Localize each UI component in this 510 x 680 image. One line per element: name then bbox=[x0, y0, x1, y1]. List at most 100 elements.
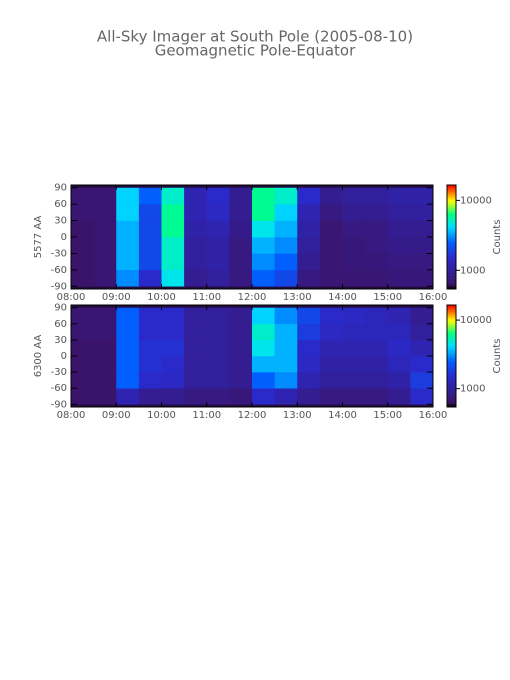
heatmap-cell bbox=[71, 237, 94, 254]
heatmap-cell bbox=[365, 187, 389, 205]
colorbar-segment bbox=[447, 400, 456, 403]
heatmap-cell bbox=[116, 253, 140, 271]
colorbar-segment bbox=[447, 374, 456, 377]
heatmap-cell bbox=[252, 388, 275, 405]
heatmap-cell bbox=[184, 356, 208, 373]
heatmap-cell bbox=[161, 356, 185, 373]
heatmap-cell bbox=[319, 237, 343, 254]
heatmap-cell bbox=[93, 372, 117, 389]
colorbar-segment bbox=[447, 391, 456, 394]
y-tick-label: 30 bbox=[54, 216, 67, 227]
heatmap-cell bbox=[274, 269, 298, 287]
colorbar-segment bbox=[447, 264, 456, 267]
heatmap-cell bbox=[342, 237, 366, 254]
y-tick-label: 60 bbox=[54, 199, 67, 210]
colorbar-segment bbox=[447, 231, 456, 234]
heatmap-cell bbox=[184, 307, 208, 325]
colorbar-segment bbox=[447, 197, 456, 200]
heatmap-cell bbox=[342, 307, 366, 325]
heatmap-cell bbox=[319, 339, 343, 357]
y-tick-label: -60 bbox=[51, 265, 67, 276]
y-tick-label: -90 bbox=[51, 399, 67, 410]
heatmap-cell bbox=[229, 388, 253, 405]
colorbar-segment bbox=[447, 228, 456, 231]
colorbar-segment bbox=[447, 254, 456, 257]
colorbar-segment bbox=[447, 339, 456, 341]
colorbar-segment bbox=[447, 376, 456, 379]
colorbar-segment bbox=[447, 335, 456, 338]
colorbar-segment bbox=[447, 195, 456, 198]
heatmap-cell bbox=[342, 269, 366, 287]
heatmap-cell bbox=[116, 388, 140, 405]
heatmap-cell bbox=[184, 372, 208, 389]
heatmap-cell bbox=[365, 339, 389, 357]
colorbar-segment bbox=[447, 283, 456, 286]
colorbar-segment bbox=[447, 212, 456, 215]
x-tick-label: 10:00 bbox=[147, 410, 176, 421]
colorbar-segment bbox=[447, 287, 456, 290]
heatmap-cell bbox=[93, 323, 117, 341]
heatmap-cell bbox=[410, 372, 434, 389]
heatmap-cell bbox=[365, 220, 389, 238]
colorbar-label: Counts bbox=[492, 339, 503, 374]
heatmap-cell bbox=[138, 269, 162, 287]
heatmap-cell bbox=[319, 356, 343, 373]
colorbar-segment bbox=[447, 238, 456, 241]
heatmap-cell bbox=[342, 187, 366, 205]
heatmap-cell bbox=[93, 356, 117, 373]
heatmap-cell bbox=[297, 220, 321, 238]
heatmap-cell bbox=[297, 187, 321, 205]
heatmap-cell bbox=[387, 372, 411, 389]
colorbar-segment bbox=[447, 250, 456, 253]
heatmap-cell bbox=[319, 388, 343, 405]
colorbar-segment bbox=[447, 259, 456, 262]
heatmap-cell bbox=[71, 269, 94, 287]
colorbar-segment bbox=[447, 359, 456, 362]
colorbar-segment bbox=[447, 366, 456, 369]
heatmap-cell bbox=[387, 187, 411, 205]
colorbar-segment bbox=[447, 395, 456, 398]
heatmap-cell bbox=[206, 339, 230, 357]
colorbar-segment bbox=[447, 401, 456, 404]
colorbar-segment bbox=[447, 352, 456, 355]
heatmap-cell bbox=[71, 372, 94, 389]
heatmap-cell bbox=[116, 237, 140, 254]
heatmap-cell bbox=[71, 307, 94, 325]
colorbar-segment bbox=[447, 221, 456, 224]
heatmap-cell bbox=[229, 323, 253, 341]
colorbar-segment bbox=[447, 188, 456, 191]
heatmap-cell bbox=[184, 187, 208, 205]
heatmap-cell bbox=[274, 220, 298, 238]
colorbar-segment bbox=[447, 403, 456, 406]
heatmap-cell bbox=[274, 187, 298, 205]
heatmap-cell bbox=[410, 356, 434, 373]
heatmap-cell bbox=[161, 269, 185, 287]
colorbar-segment bbox=[447, 381, 456, 384]
heatmap-cell bbox=[184, 269, 208, 287]
colorbar-segment bbox=[447, 207, 456, 210]
heatmap-cell bbox=[116, 339, 140, 357]
heatmap-cell bbox=[138, 372, 162, 389]
colorbar-segment bbox=[447, 276, 456, 279]
x-tick-label: 12:00 bbox=[238, 292, 267, 303]
colorbar-segment bbox=[447, 245, 456, 248]
colorbar-segment bbox=[447, 349, 456, 352]
colorbar-segment bbox=[447, 396, 456, 399]
heatmap-cell bbox=[93, 307, 117, 325]
y-tick-label: -60 bbox=[51, 383, 67, 394]
heatmap-cell bbox=[229, 220, 253, 238]
heatmap-cell bbox=[410, 307, 434, 325]
heatmap-cell bbox=[184, 323, 208, 341]
heatmap-cell bbox=[387, 204, 411, 221]
heatmap-cell bbox=[297, 372, 321, 389]
heatmap-cell bbox=[319, 187, 343, 205]
heatmap-cell bbox=[274, 253, 298, 271]
heatmap-cell bbox=[206, 356, 230, 373]
heatmap-cell bbox=[93, 339, 117, 357]
heatmap-cell bbox=[116, 187, 140, 205]
heatmap-cell bbox=[116, 220, 140, 238]
heatmap-cell bbox=[365, 269, 389, 287]
heatmap-cell bbox=[184, 339, 208, 357]
colorbar-segment bbox=[447, 323, 456, 326]
colorbar-segment bbox=[447, 364, 456, 367]
